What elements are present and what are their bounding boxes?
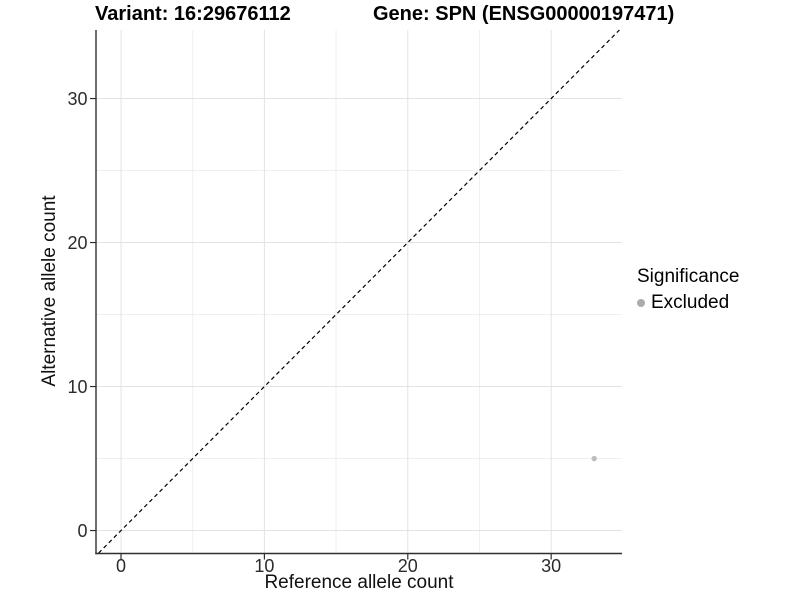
x-tick-label: 20: [398, 556, 418, 576]
legend: Significance Excluded: [637, 266, 739, 314]
y-axis-title: Alternative allele count: [39, 195, 60, 387]
plot-title-variant: Variant: 16:29676112: [95, 3, 291, 25]
x-tick-label: 30: [541, 556, 561, 576]
y-tick-label: 20: [67, 233, 87, 253]
x-axis-title: Reference allele count: [264, 572, 454, 593]
plot-title-gene: Gene: SPN (ENSG00000197471): [373, 3, 675, 25]
legend-title: Significance: [637, 266, 740, 287]
data-point: [591, 455, 597, 462]
y-tick-label: 30: [67, 89, 87, 109]
x-tick-label: 0: [116, 556, 126, 576]
legend-point-marker-icon: [637, 299, 645, 307]
y-tick-label: 10: [67, 377, 87, 397]
y-tick-label: 0: [77, 521, 87, 541]
legend-item-label: Excluded: [651, 292, 730, 313]
x-tick-label: 10: [254, 556, 274, 576]
legend-item-excluded: Excluded: [637, 292, 739, 314]
identity-line: [98, 29, 620, 554]
